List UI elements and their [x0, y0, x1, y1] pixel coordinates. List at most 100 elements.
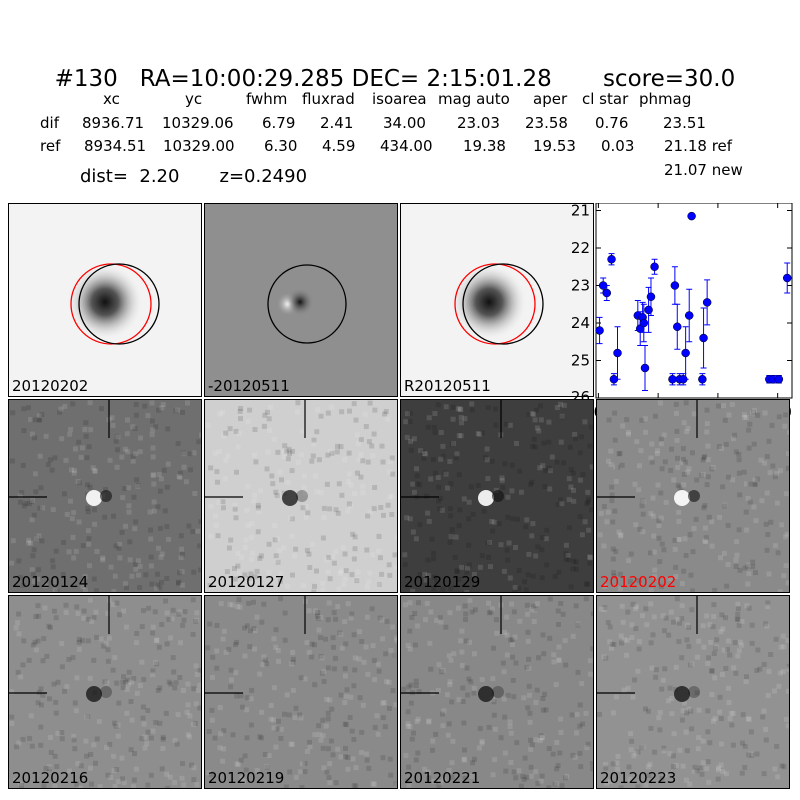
noise-pixel [413, 757, 419, 763]
noise-pixel [376, 668, 382, 674]
noise-pixel [637, 526, 643, 532]
noise-pixel [191, 569, 197, 575]
noise-pixel [415, 716, 421, 722]
noise-pixel [702, 525, 708, 531]
noise-pixel [635, 668, 641, 674]
noise-pixel [235, 550, 241, 556]
noise-pixel [683, 777, 689, 783]
data-point [673, 322, 682, 331]
noise-pixel [427, 640, 433, 646]
noise-pixel [725, 522, 731, 528]
noise-pixel [355, 569, 361, 575]
noise-pixel [343, 746, 348, 751]
noise-pixel [571, 487, 576, 493]
epoch-stamp: 20120219 [204, 595, 398, 789]
noise-pixel [751, 504, 757, 510]
noise-pixel [117, 541, 123, 547]
noise-pixel [663, 499, 669, 505]
noise-pixel [608, 448, 614, 454]
noise-pixel [364, 751, 369, 757]
noise-pixel [105, 658, 111, 664]
noise-pixel [325, 617, 331, 623]
noise-pixel [579, 681, 585, 686]
noise-pixel [577, 514, 583, 520]
noise-pixel [139, 659, 145, 665]
noise-pixel [252, 574, 258, 580]
noise-pixel [671, 731, 677, 737]
noise-pixel [128, 679, 134, 685]
noise-pixel [34, 536, 40, 542]
noise-pixel [135, 483, 141, 489]
noise-pixel [539, 735, 545, 741]
noise-pixel [671, 619, 676, 625]
noise-pixel [17, 780, 23, 786]
noise-pixel [129, 717, 135, 723]
noise-pixel [431, 425, 437, 430]
noise-pixel [761, 662, 767, 667]
noise-pixel [286, 712, 292, 718]
noise-pixel [513, 775, 519, 781]
noise-pixel [215, 479, 220, 485]
noise-pixel [640, 511, 646, 517]
noise-pixel [481, 508, 487, 514]
noise-pixel [674, 437, 680, 443]
noise-pixel [464, 589, 470, 592]
noise-pixel [378, 505, 384, 510]
noise-pixel [609, 645, 614, 651]
noise-pixel [617, 586, 623, 592]
noise-pixel [186, 523, 192, 529]
noise-pixel [121, 608, 127, 614]
noise-pixel [585, 741, 591, 747]
noise-pixel [353, 417, 359, 423]
noise-pixel [589, 424, 593, 430]
noise-pixel [360, 702, 366, 708]
noise-pixel [655, 482, 661, 488]
noise-pixel [407, 724, 413, 729]
noise-pixel [303, 514, 309, 520]
noise-pixel [462, 774, 468, 780]
noise-pixel [783, 563, 789, 569]
noise-pixel [262, 657, 268, 663]
noise-pixel [558, 716, 564, 722]
noise-pixel [342, 576, 348, 582]
noise-pixel [459, 663, 465, 668]
noise-pixel [744, 527, 750, 533]
noise-pixel [712, 716, 718, 722]
noise-pixel [507, 422, 513, 428]
noise-pixel [150, 472, 156, 478]
noise-pixel [185, 702, 191, 708]
noise-pixel [403, 419, 409, 425]
noise-pixel [125, 449, 131, 455]
noise-pixel [177, 675, 183, 680]
noise-pixel [382, 724, 388, 730]
noise-pixel [193, 618, 199, 624]
noise-pixel [577, 702, 583, 708]
noise-pixel [440, 443, 446, 449]
noise-pixel [663, 615, 669, 621]
stamp-image [401, 596, 593, 788]
noise-pixel [761, 708, 767, 714]
noise-pixel [16, 558, 22, 564]
noise-pixel [312, 682, 318, 688]
noise-pixel [638, 448, 644, 454]
noise-pixel [168, 635, 174, 641]
noise-pixel [120, 685, 126, 691]
noise-pixel [407, 419, 413, 424]
noise-pixel [534, 425, 540, 431]
noise-pixel [425, 769, 431, 775]
noise-pixel [633, 626, 639, 632]
noise-pixel [426, 518, 432, 524]
noise-pixel [259, 709, 265, 715]
noise-pixel [653, 413, 658, 419]
noise-pixel [579, 434, 585, 440]
noise-pixel [625, 637, 631, 643]
noise-pixel [358, 474, 364, 480]
noise-pixel [574, 566, 579, 572]
noise-pixel [405, 411, 410, 417]
noise-pixel [612, 437, 618, 443]
noise-pixel [159, 476, 164, 482]
noise-pixel [370, 453, 376, 459]
noise-pixel [356, 441, 361, 447]
noise-pixel [746, 752, 752, 758]
noise-pixel [197, 705, 201, 711]
